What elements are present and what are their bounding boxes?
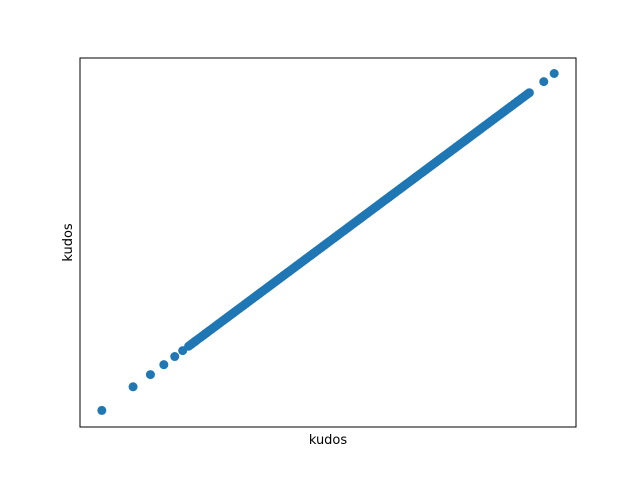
x-axis-label: kudos bbox=[309, 433, 348, 448]
scatter-point bbox=[549, 69, 559, 78]
scatter-point bbox=[170, 352, 180, 362]
scatter-point bbox=[128, 382, 138, 392]
y-axis-label: kudos bbox=[61, 223, 76, 262]
scatter-point bbox=[190, 336, 200, 346]
data-points bbox=[97, 69, 559, 415]
scatter-point bbox=[539, 77, 549, 87]
scatter-point bbox=[184, 341, 194, 351]
scatter-point bbox=[145, 370, 155, 380]
plot-frame bbox=[79, 57, 577, 428]
scatter-point bbox=[159, 360, 169, 370]
scatter-point bbox=[524, 88, 534, 98]
scatter-point bbox=[97, 405, 107, 415]
